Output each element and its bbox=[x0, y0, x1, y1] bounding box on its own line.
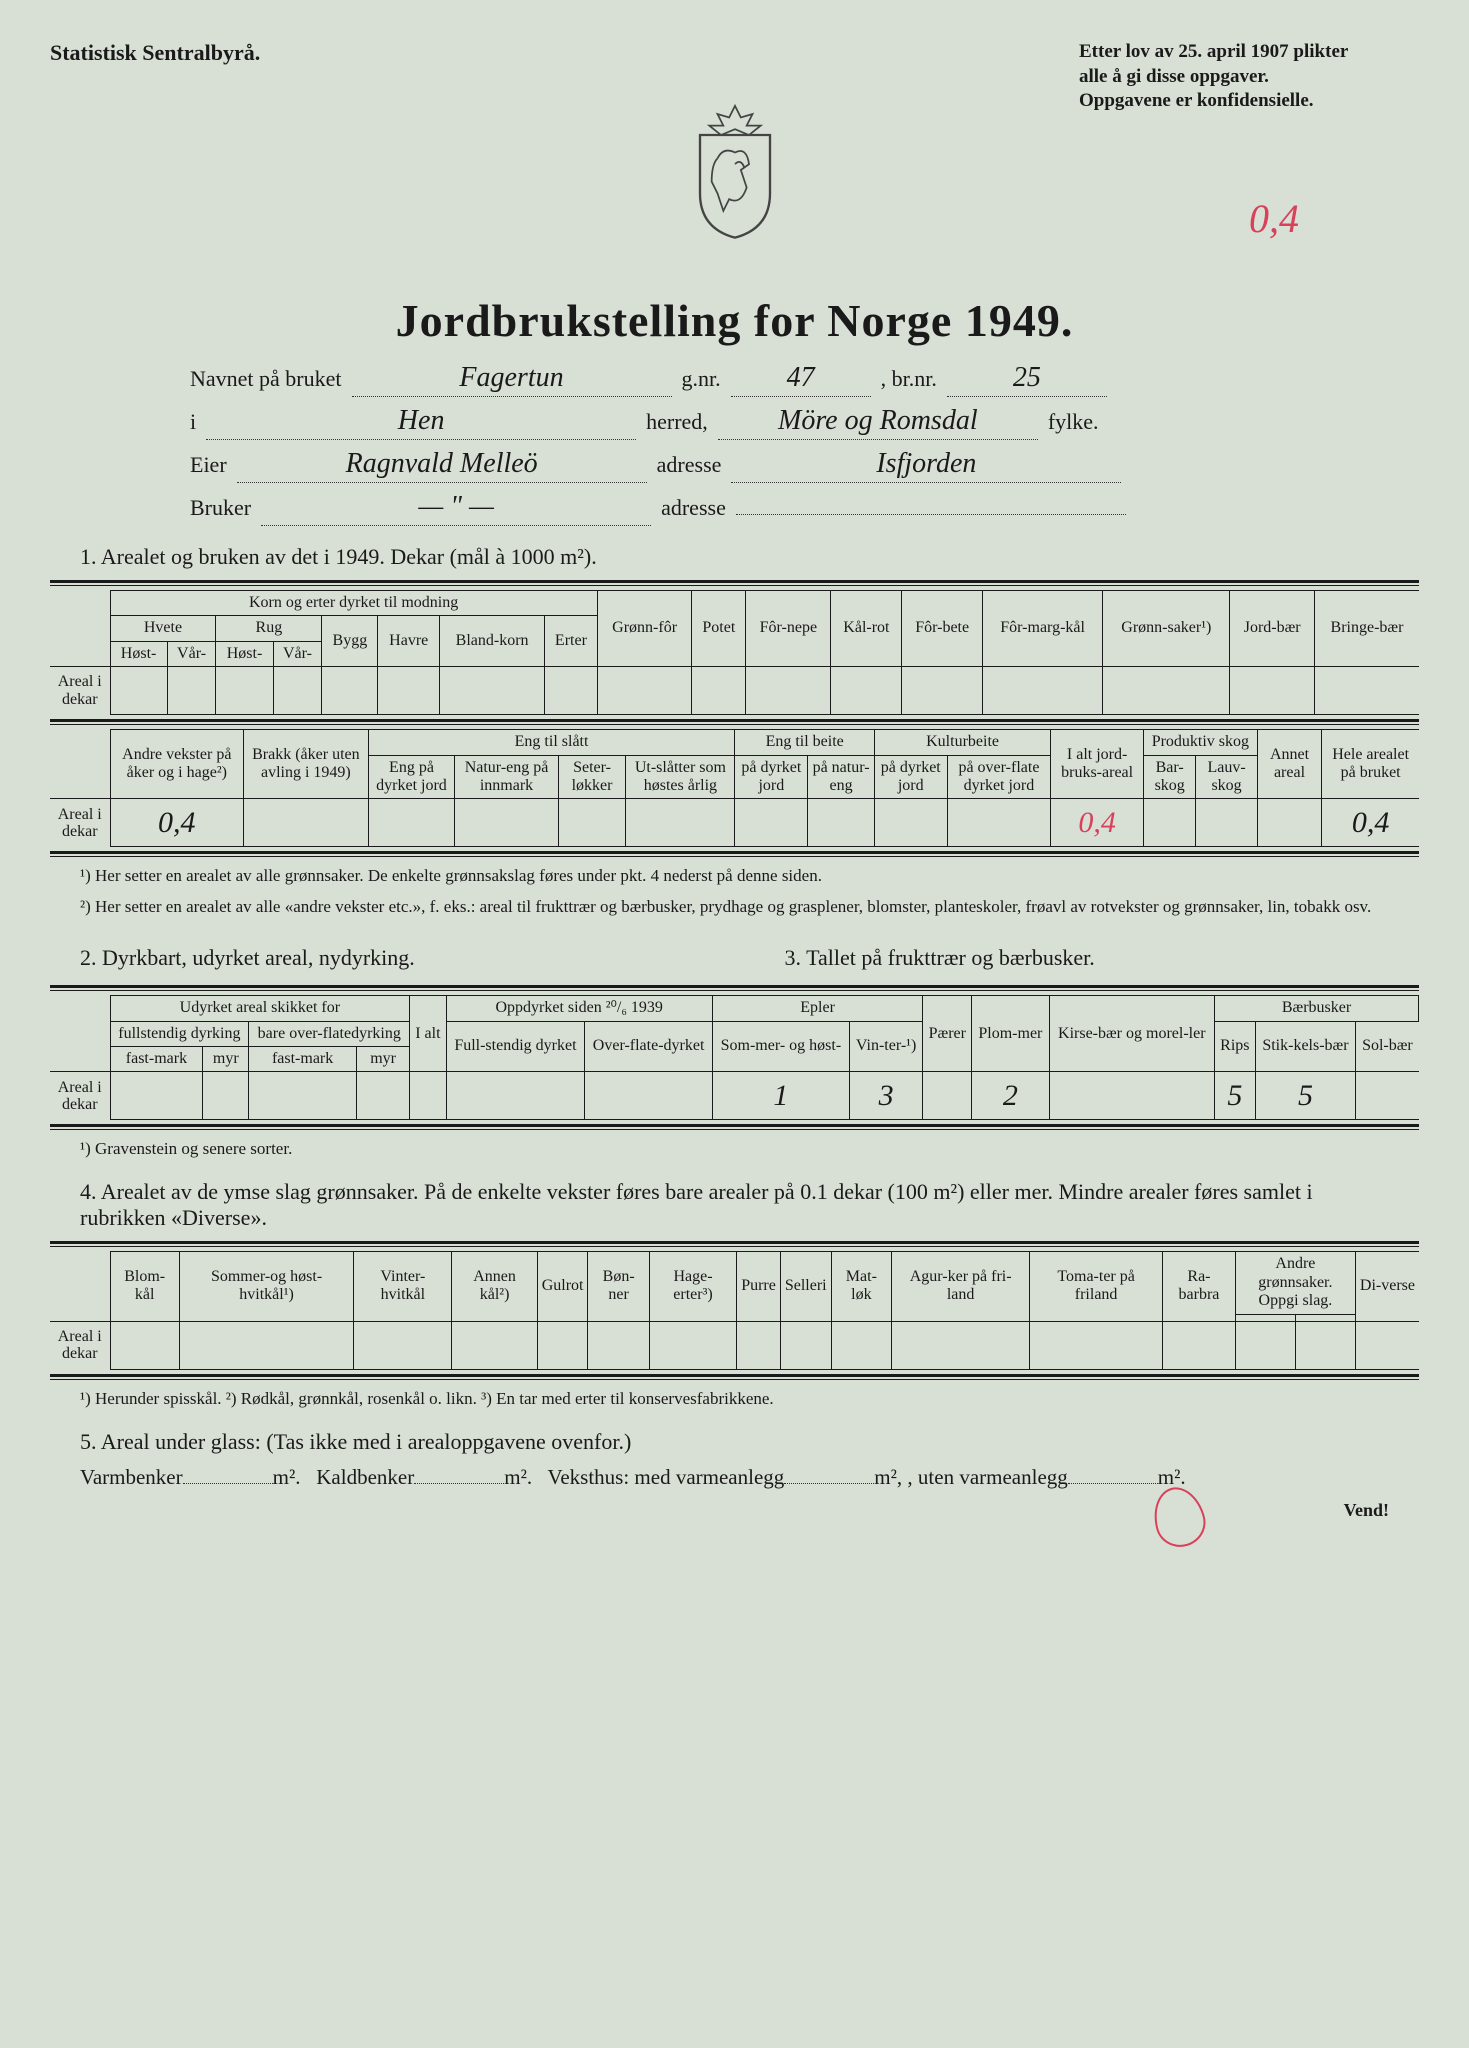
fylke-label: fylke. bbox=[1048, 409, 1099, 435]
ialt-val: 0,4 bbox=[1051, 799, 1144, 847]
adresse-label: adresse bbox=[657, 452, 722, 478]
table-row: Areal i dekar bbox=[50, 1321, 1419, 1369]
table-row: Areal i dekar 1 3 2 5 5 bbox=[50, 1072, 1419, 1120]
sec2-heading: 2. Dyrkbart, udyrket areal, nydyrking. bbox=[80, 945, 715, 971]
sec4-foot: ¹) Herunder spisskål. ²) Rødkål, grønnkå… bbox=[80, 1388, 1389, 1411]
andre-val: 0,4 bbox=[110, 799, 244, 847]
eier-field[interactable]: Ragnvald Melleö bbox=[237, 448, 647, 483]
table-row: Areal i dekar bbox=[50, 667, 1419, 715]
gnr-label: g.nr. bbox=[682, 366, 721, 392]
adresse-field[interactable]: Isfjorden bbox=[731, 448, 1121, 483]
rips-val: 5 bbox=[1215, 1072, 1256, 1120]
bruker-field[interactable]: — " — bbox=[261, 491, 651, 526]
sec5-heading: 5. Areal under glass: (Tas ikke med i ar… bbox=[80, 1429, 1419, 1455]
sec3-heading: 3. Tallet på frukttrær og bærbusker. bbox=[785, 945, 1420, 971]
table-row: Areal i dekar 0,4 0,4 0,4 bbox=[50, 799, 1419, 847]
sec4-heading: 4. Arealet av de ymse slag grønnsaker. P… bbox=[80, 1179, 1389, 1231]
herred-label: herred, bbox=[646, 409, 708, 435]
main-title: Jordbrukstelling for Norge 1949. bbox=[50, 294, 1419, 347]
navnet-label: Navnet på bruket bbox=[190, 366, 342, 392]
table-4: Blom-kål Sommer-og høst-hvitkål¹) Vinter… bbox=[50, 1251, 1419, 1369]
table-2-3: Udyrket areal skikket for I alt Oppdyrke… bbox=[50, 995, 1419, 1120]
red-annotation-top: 0,4 bbox=[1249, 195, 1299, 242]
epler-vinter-val: 3 bbox=[849, 1072, 922, 1120]
brnr-field[interactable]: 25 bbox=[947, 362, 1107, 397]
table-1a: Korn og erter dyrket til modning Grønn-f… bbox=[50, 590, 1419, 715]
stikkels-val: 5 bbox=[1255, 1072, 1356, 1120]
navnet-field[interactable]: Fagertun bbox=[352, 362, 672, 397]
eier-label: Eier bbox=[190, 452, 227, 478]
org-name: Statistisk Sentralbyrå. bbox=[50, 40, 260, 66]
herred-field[interactable]: Möre og Romsdal bbox=[718, 405, 1038, 440]
adresse2-field[interactable] bbox=[736, 512, 1126, 515]
bruker-label: Bruker bbox=[190, 495, 251, 521]
legal-note: Etter lov av 25. april 1907 plikter alle… bbox=[1079, 40, 1419, 114]
i-label: i bbox=[190, 409, 196, 435]
sec3-foot: ¹) Gravenstein og senere sorter. bbox=[80, 1138, 1389, 1161]
i-field[interactable]: Hen bbox=[206, 405, 636, 440]
plommer-val: 2 bbox=[972, 1072, 1049, 1120]
hele-val: 0,4 bbox=[1322, 799, 1419, 847]
sec1-foot2: ²) Her setter en arealet av alle «andre … bbox=[80, 896, 1389, 919]
coat-of-arms-icon bbox=[675, 100, 795, 240]
brnr-label: , br.nr. bbox=[881, 366, 937, 392]
sec5-line: Varmbenkerm². Kaldbenkerm². Veksthus: me… bbox=[80, 1465, 1389, 1490]
table-1b: Andre vekster på åker og i hage²) Brakk … bbox=[50, 729, 1419, 847]
gnr-field[interactable]: 47 bbox=[731, 362, 871, 397]
vend-label: Vend! bbox=[50, 1500, 1389, 1521]
sec1-foot1: ¹) Her setter en arealet av alle grønnsa… bbox=[80, 865, 1389, 888]
epler-sommer-val: 1 bbox=[712, 1072, 849, 1120]
sec1-heading: 1. Arealet og bruken av det i 1949. Deka… bbox=[80, 544, 1419, 570]
adresse2-label: adresse bbox=[661, 495, 726, 521]
